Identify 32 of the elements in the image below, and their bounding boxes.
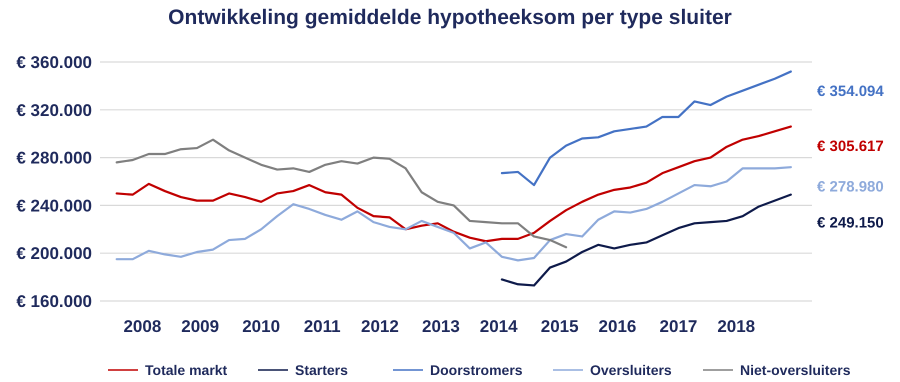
legend-label: Totale markt xyxy=(145,362,228,378)
legend-label: Oversluiters xyxy=(590,362,672,378)
legend-label: Niet-oversluiters xyxy=(740,362,851,378)
line-series xyxy=(500,70,792,186)
line-series xyxy=(116,166,792,262)
y-tick-label: € 200.000 xyxy=(16,244,92,264)
chart-title: Ontwikkeling gemiddelde hypotheeksom per type sluiter xyxy=(168,6,732,29)
y-tick-label: € 360.000 xyxy=(16,52,92,72)
x-tick-label: 2017 xyxy=(660,317,698,336)
x-tick-label: 2011 xyxy=(304,317,341,336)
x-tick-label: 2008 xyxy=(123,317,162,336)
legend-label: Doorstromers xyxy=(430,362,523,378)
line-series xyxy=(116,138,568,248)
x-tick-label: 2018 xyxy=(717,317,756,336)
x-tick-label: 2010 xyxy=(242,317,280,336)
x-tick-label: 2015 xyxy=(540,317,579,336)
line-series xyxy=(116,125,792,242)
text: € 305.617 xyxy=(817,138,884,155)
x-tick-label: 2016 xyxy=(598,317,636,336)
x-tick-label: 2014 xyxy=(480,317,518,336)
text: € 278.980 xyxy=(817,178,884,196)
x-tick-label: 2009 xyxy=(181,317,220,336)
x-tick-label: 2012 xyxy=(361,317,399,336)
y-tick-label: € 320.000 xyxy=(16,100,92,120)
x-tick-label: 2013 xyxy=(422,317,460,336)
y-tick-label: € 280.000 xyxy=(16,148,92,168)
text: € 249.150 xyxy=(817,214,884,232)
y-tick-label: € 240.000 xyxy=(16,196,92,216)
text: € 354.094 xyxy=(817,82,884,100)
line-series xyxy=(500,194,792,287)
legend-label: Starters xyxy=(295,362,348,378)
y-tick-label: € 160.000 xyxy=(16,292,92,311)
